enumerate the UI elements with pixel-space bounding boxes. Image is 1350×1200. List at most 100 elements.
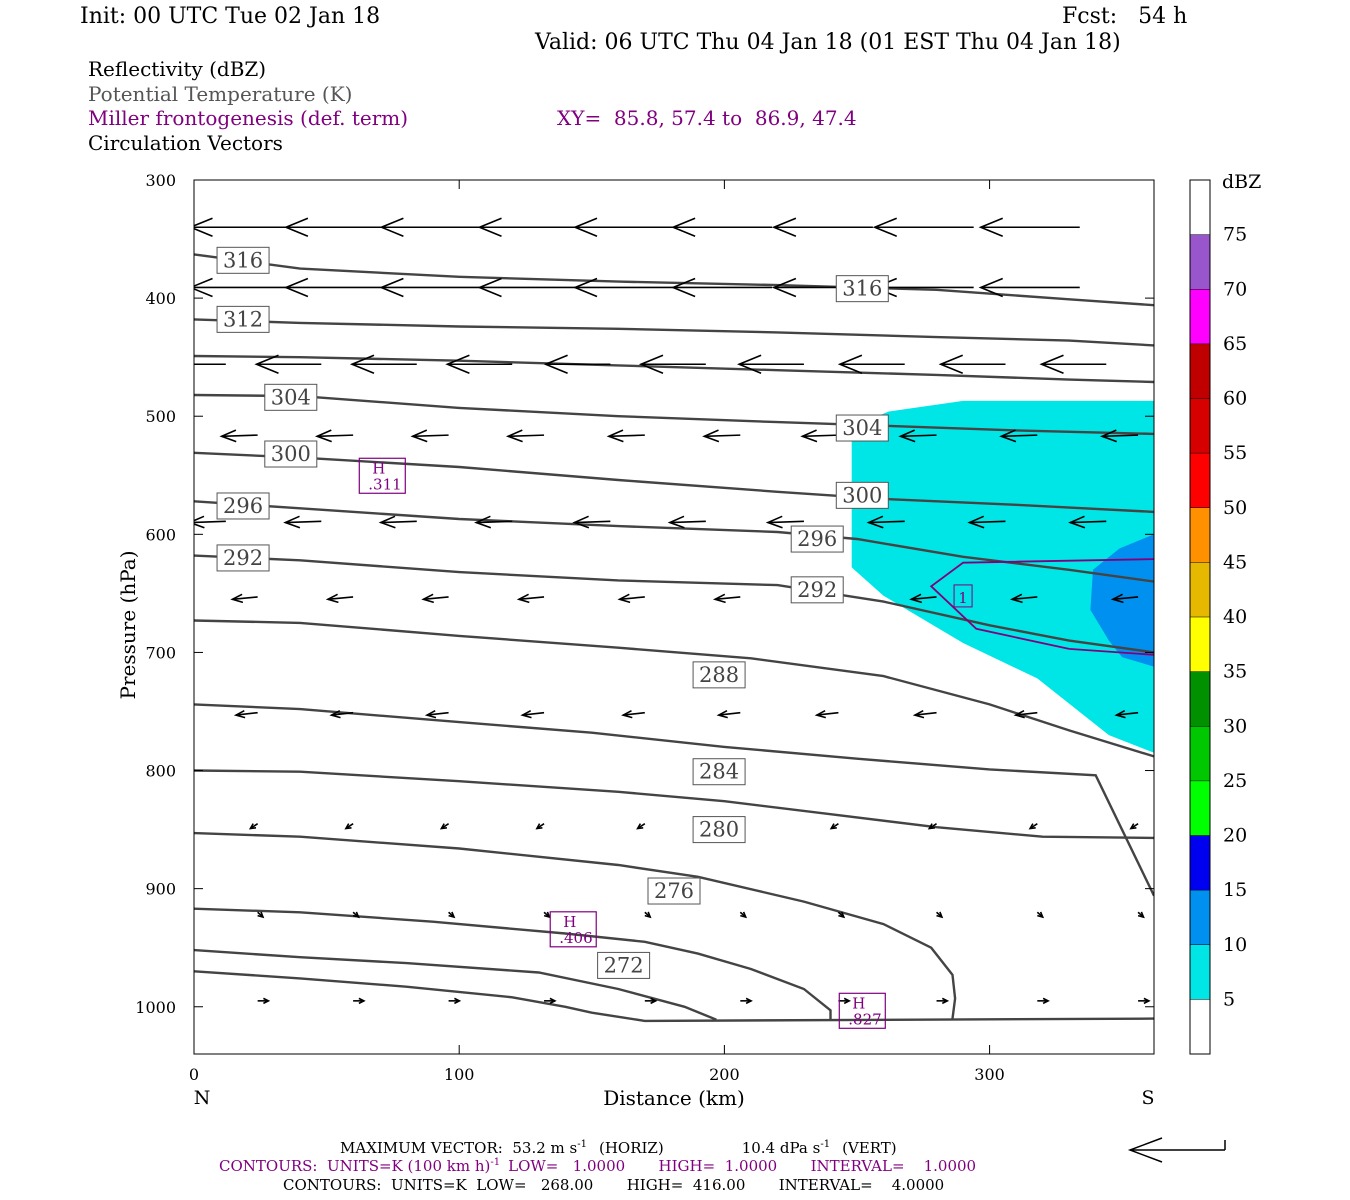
plot-frame [193, 179, 1155, 1055]
circulation-vector-head [349, 354, 375, 374]
circulation-vector-head [230, 593, 244, 604]
circulation-vector [715, 596, 741, 601]
circulation-vector-head [543, 911, 551, 919]
theta-label: 280 [699, 818, 739, 842]
circulation-vector-head [740, 911, 748, 919]
colorbar-segment [1190, 835, 1210, 891]
colorbar-label: 30 [1223, 715, 1247, 737]
colorbar-label: 10 [1223, 934, 1247, 956]
circulation-vector-head [800, 429, 818, 443]
cross-section-endpoints: XY= 85.8, 57.4 to 86.9, 47.4 [557, 106, 857, 130]
circulation-vector-head [872, 217, 898, 237]
circulation-vector-head [520, 709, 532, 719]
x-axis-title: Distance (km) [603, 1086, 745, 1110]
colorbar-label: 5 [1223, 988, 1235, 1010]
theta-contour-312 [194, 354, 1154, 384]
theta-label-box [216, 305, 270, 333]
colorbar-segment [1190, 453, 1210, 508]
circulation-vector-head [439, 823, 448, 830]
circulation-vector-head [516, 593, 530, 604]
fronto-contour-info: CONTOURS: UNITS=K (100 km h)-1 LOW= 1.000… [219, 1157, 976, 1175]
x-tick-label: 200 [709, 1065, 740, 1084]
circulation-vector-head [936, 911, 944, 919]
circulation-vector-head [257, 911, 265, 919]
circulation-vector [1012, 596, 1038, 601]
theta-label-box [790, 525, 844, 553]
circulation-vector [232, 596, 258, 601]
max-horizontal-vector: MAXIMUM VECTOR: 53.2 m s [340, 1139, 578, 1157]
circulation-vector-head [978, 217, 1004, 237]
circulation-vector-head [248, 823, 257, 830]
circulation-vector-head [621, 709, 633, 719]
circulation-vector-head [736, 354, 762, 374]
max-vector-legend: MAXIMUM VECTOR: 53.2 m s-1 (HORIZ) 10.4 dP… [340, 1139, 897, 1157]
circulation-vector-head [344, 823, 352, 830]
circulation-vector-head [379, 217, 404, 237]
fronto-contour-units: CONTOURS: UNITS=K (100 km h) [219, 1157, 491, 1175]
colorbar-segment [1190, 507, 1210, 563]
circulation-vector-head [329, 709, 341, 719]
theta-label: 304 [842, 416, 882, 440]
circulation-vector-head [837, 354, 863, 374]
y-tick-label: 400 [145, 289, 176, 308]
fronto-contour-exponent: -1 [490, 1157, 501, 1168]
theta-contour-272 [194, 970, 1154, 1023]
colorbar-segment [1190, 617, 1210, 672]
circulation-vector-head [1039, 354, 1064, 374]
circulation-vector [221, 434, 258, 438]
theta-label: 276 [654, 879, 694, 903]
circulation-vector [623, 711, 645, 716]
fronto-max-box [549, 911, 597, 948]
theta-label-box [790, 576, 844, 604]
fronto-max-value: .311 [368, 475, 401, 493]
circulation-vector [412, 434, 449, 438]
max-vertical-unit-tag: (VERT) [842, 1139, 897, 1157]
circulation-vector-head [95, 218, 117, 236]
reflectivity-region-5dbz [851, 400, 1154, 753]
colorbar-label: 60 [1223, 388, 1247, 410]
circulation-vector-head [194, 217, 213, 237]
circulation-vector-head [938, 354, 964, 374]
theta-label-box [264, 440, 318, 468]
colorbar-segment [1190, 180, 1210, 235]
theta-label: 300 [842, 483, 882, 507]
field-circulation-vectors: Circulation Vectors [88, 131, 283, 155]
circulation-vector-head [712, 593, 726, 604]
circulation-vector-head [474, 515, 492, 529]
circulation-vector-head [967, 515, 985, 529]
circulation-vector-head [644, 911, 652, 919]
circulation-vector-head [745, 997, 753, 1005]
circulation-vector [522, 711, 545, 716]
theta-label: 272 [604, 953, 644, 977]
circulation-vector-head [1013, 709, 1025, 719]
circulation-vector-head [667, 515, 685, 529]
circulation-vector-head [283, 217, 309, 237]
fronto-contour-label-box [953, 584, 973, 608]
theta-contour-304 [194, 451, 1154, 514]
theta-contour-316 [194, 318, 1154, 347]
circulation-vector [868, 520, 905, 524]
circulation-vector [327, 596, 354, 601]
circulation-vector-head [445, 354, 470, 374]
colorbar-segment [1190, 562, 1210, 617]
circulation-vector-head [549, 997, 557, 1005]
circulation-vector-head [941, 997, 950, 1005]
theta-contour-308 [194, 393, 1154, 436]
circulation-vector-head [702, 429, 720, 443]
circulation-vector [508, 434, 545, 438]
theta-label-box [647, 877, 701, 905]
theta-label-box [835, 275, 889, 303]
circulation-vector [1102, 434, 1139, 438]
circulation-vector [969, 520, 1006, 524]
circulation-vector-head [829, 823, 837, 830]
circulation-vector [317, 434, 354, 438]
circulation-vector-head [194, 277, 213, 298]
y-tick-label: 300 [145, 171, 176, 190]
circulation-vector [518, 596, 545, 601]
y-tick-label: 500 [145, 407, 176, 426]
theta-contour-272 [194, 948, 717, 1021]
max-vertical-exponent: -1 [820, 1139, 831, 1150]
y-tick-label: 600 [145, 525, 176, 544]
circulation-vector-head [912, 709, 925, 719]
circulation-vector-head [572, 217, 598, 237]
